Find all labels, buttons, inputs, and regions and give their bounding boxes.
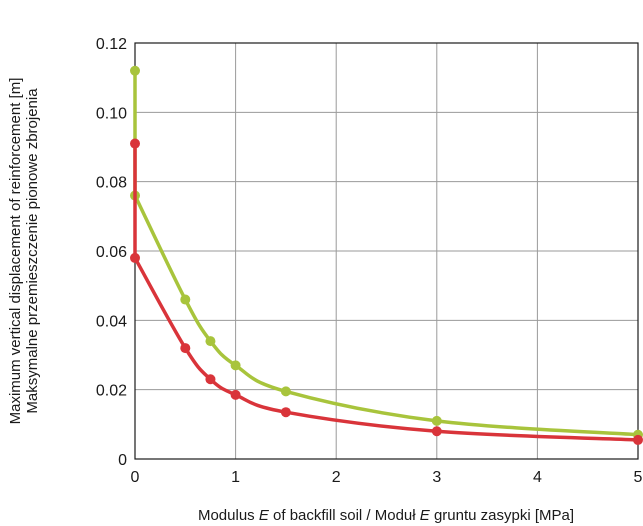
data-point — [431, 426, 442, 437]
y-tick-label: 0.08 — [96, 175, 127, 192]
data-point — [180, 343, 191, 354]
y-tick-label: 0.06 — [96, 244, 127, 261]
y-axis-label: Maximum vertical displacement of reinfor… — [7, 78, 41, 425]
series-group — [130, 65, 643, 445]
x-tick-labels: 0 1 2 3 4 5 — [131, 469, 643, 486]
y-tick-labels: 0 0.02 0.04 0.06 0.08 0.10 0.12 — [96, 36, 127, 469]
y-tick-label: 0 — [118, 452, 127, 469]
data-point — [431, 415, 442, 426]
data-point — [130, 65, 140, 76]
data-point — [633, 434, 643, 445]
data-point — [205, 374, 216, 385]
x-tick-label: 1 — [231, 469, 240, 486]
y-tick-label: 0.12 — [96, 36, 127, 53]
data-point — [230, 360, 241, 371]
data-point — [180, 294, 191, 305]
x-axis-label: Modulus E of backfill soil / Moduł E gru… — [198, 507, 574, 524]
data-point — [280, 386, 291, 397]
data-point — [130, 252, 140, 263]
data-point — [130, 138, 140, 149]
x-tick-label: 5 — [634, 469, 643, 486]
series-line — [133, 193, 640, 437]
x-tick-label: 3 — [432, 469, 441, 486]
data-point — [205, 336, 216, 347]
x-tick-label: 2 — [332, 469, 341, 486]
y-axis-label-line-2: Maksymalne przemieszczenie pionowe zbroj… — [24, 88, 41, 414]
y-tick-label: 0.02 — [96, 383, 127, 400]
series-1 — [130, 65, 643, 440]
y-tick-label: 0.10 — [96, 105, 127, 122]
grid-lines — [135, 43, 638, 459]
x-tick-label: 4 — [533, 469, 542, 486]
data-point — [230, 389, 241, 400]
y-tick-label: 0.04 — [96, 313, 127, 330]
series-2 — [130, 138, 643, 445]
y-axis-label-line-1: Maximum vertical displacement of reinfor… — [7, 78, 24, 425]
x-tick-label: 0 — [131, 469, 140, 486]
data-point — [280, 407, 291, 418]
